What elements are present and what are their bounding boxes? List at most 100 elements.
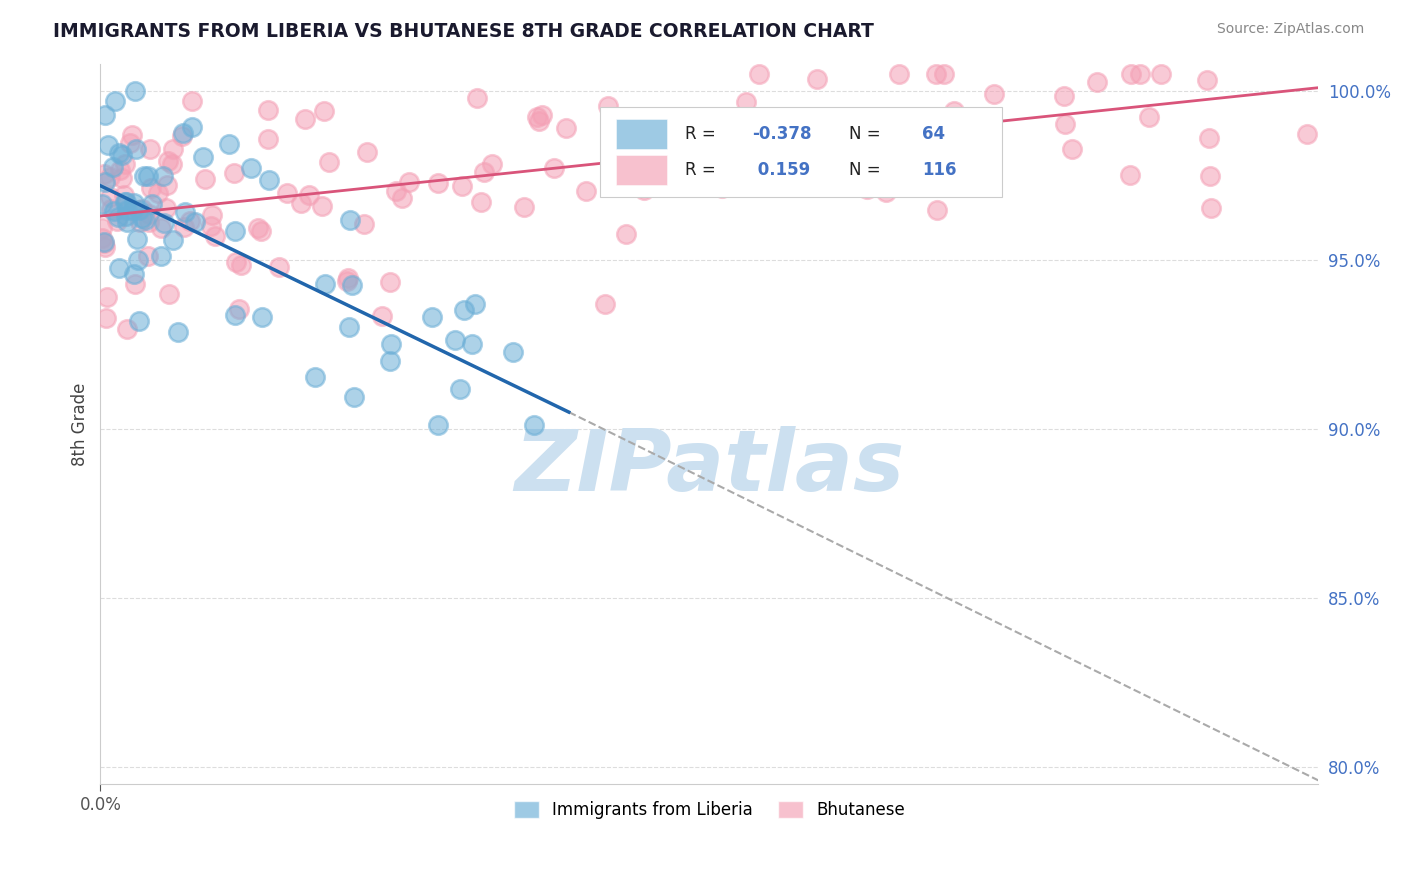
Point [925,67,948,81]
Point [806,71,828,86]
Point [231,258,253,272]
Point [1137,110,1160,124]
Point [290,196,312,211]
Point [100,202,122,216]
Point [91,231,114,245]
Point [131,202,153,217]
Point [1198,130,1220,145]
Point [94,310,117,325]
Point [129,215,152,229]
Point [103,203,125,218]
Point [336,271,359,285]
Point [875,185,897,199]
Point [336,274,359,288]
Point [575,184,598,198]
Point [530,108,553,122]
Point [614,227,637,241]
Text: -0.378: -0.378 [752,125,811,143]
Point [115,322,138,336]
FancyBboxPatch shape [616,119,666,149]
Point [461,336,484,351]
Point [1129,67,1152,81]
Point [444,333,467,347]
Point [121,202,143,217]
Point [93,235,115,250]
Point [138,207,160,221]
Point [502,345,524,359]
Text: ZIPatlas: ZIPatlas [515,425,904,508]
Point [523,418,546,433]
Point [481,157,503,171]
Point [1118,169,1140,183]
Point [114,195,136,210]
Point [1060,142,1083,156]
Point [465,91,488,105]
Point [343,390,366,404]
Point [449,382,471,396]
Point [1053,89,1076,103]
Point [104,95,127,109]
Point [925,203,948,218]
Point [311,199,333,213]
Point [174,204,197,219]
Point [204,229,226,244]
Point [472,165,495,179]
Point [136,169,159,183]
Point [294,112,316,126]
Point [378,276,401,290]
Point [115,203,138,218]
Point [112,187,135,202]
Point [513,200,536,214]
Point [98,169,121,184]
Point [257,173,280,187]
Point [1199,169,1222,183]
Point [218,136,240,151]
Point [170,129,193,144]
Point [146,186,169,200]
Point [162,233,184,247]
Point [710,180,733,194]
Point [139,142,162,156]
Point [94,240,117,254]
Point [200,219,222,233]
Point [983,87,1005,101]
Point [353,217,375,231]
Point [120,136,142,151]
Point [420,310,443,325]
FancyBboxPatch shape [600,107,1001,197]
Point [96,290,118,304]
Point [453,302,475,317]
Point [141,181,163,195]
Point [824,169,846,183]
Point [93,235,115,249]
Point [91,196,114,211]
Point [110,148,132,162]
Point [318,154,340,169]
Point [180,120,202,134]
Point [835,136,858,150]
Point [155,201,177,215]
Point [426,417,449,432]
Point [464,297,486,311]
Point [555,121,578,136]
Point [138,215,160,229]
Point [159,287,181,301]
Point [201,208,224,222]
Text: R =: R = [685,161,721,179]
Point [121,128,143,143]
Point [246,221,269,235]
Point [156,178,179,192]
Point [149,249,172,263]
Point [183,215,205,229]
Point [141,197,163,211]
Point [342,277,364,292]
Point [1053,117,1076,131]
Point [115,210,138,224]
Point [380,337,402,351]
Point [942,104,965,119]
Point [132,169,155,184]
Point [108,260,131,275]
Point [239,161,262,175]
Point [752,153,775,168]
Point [156,154,179,169]
